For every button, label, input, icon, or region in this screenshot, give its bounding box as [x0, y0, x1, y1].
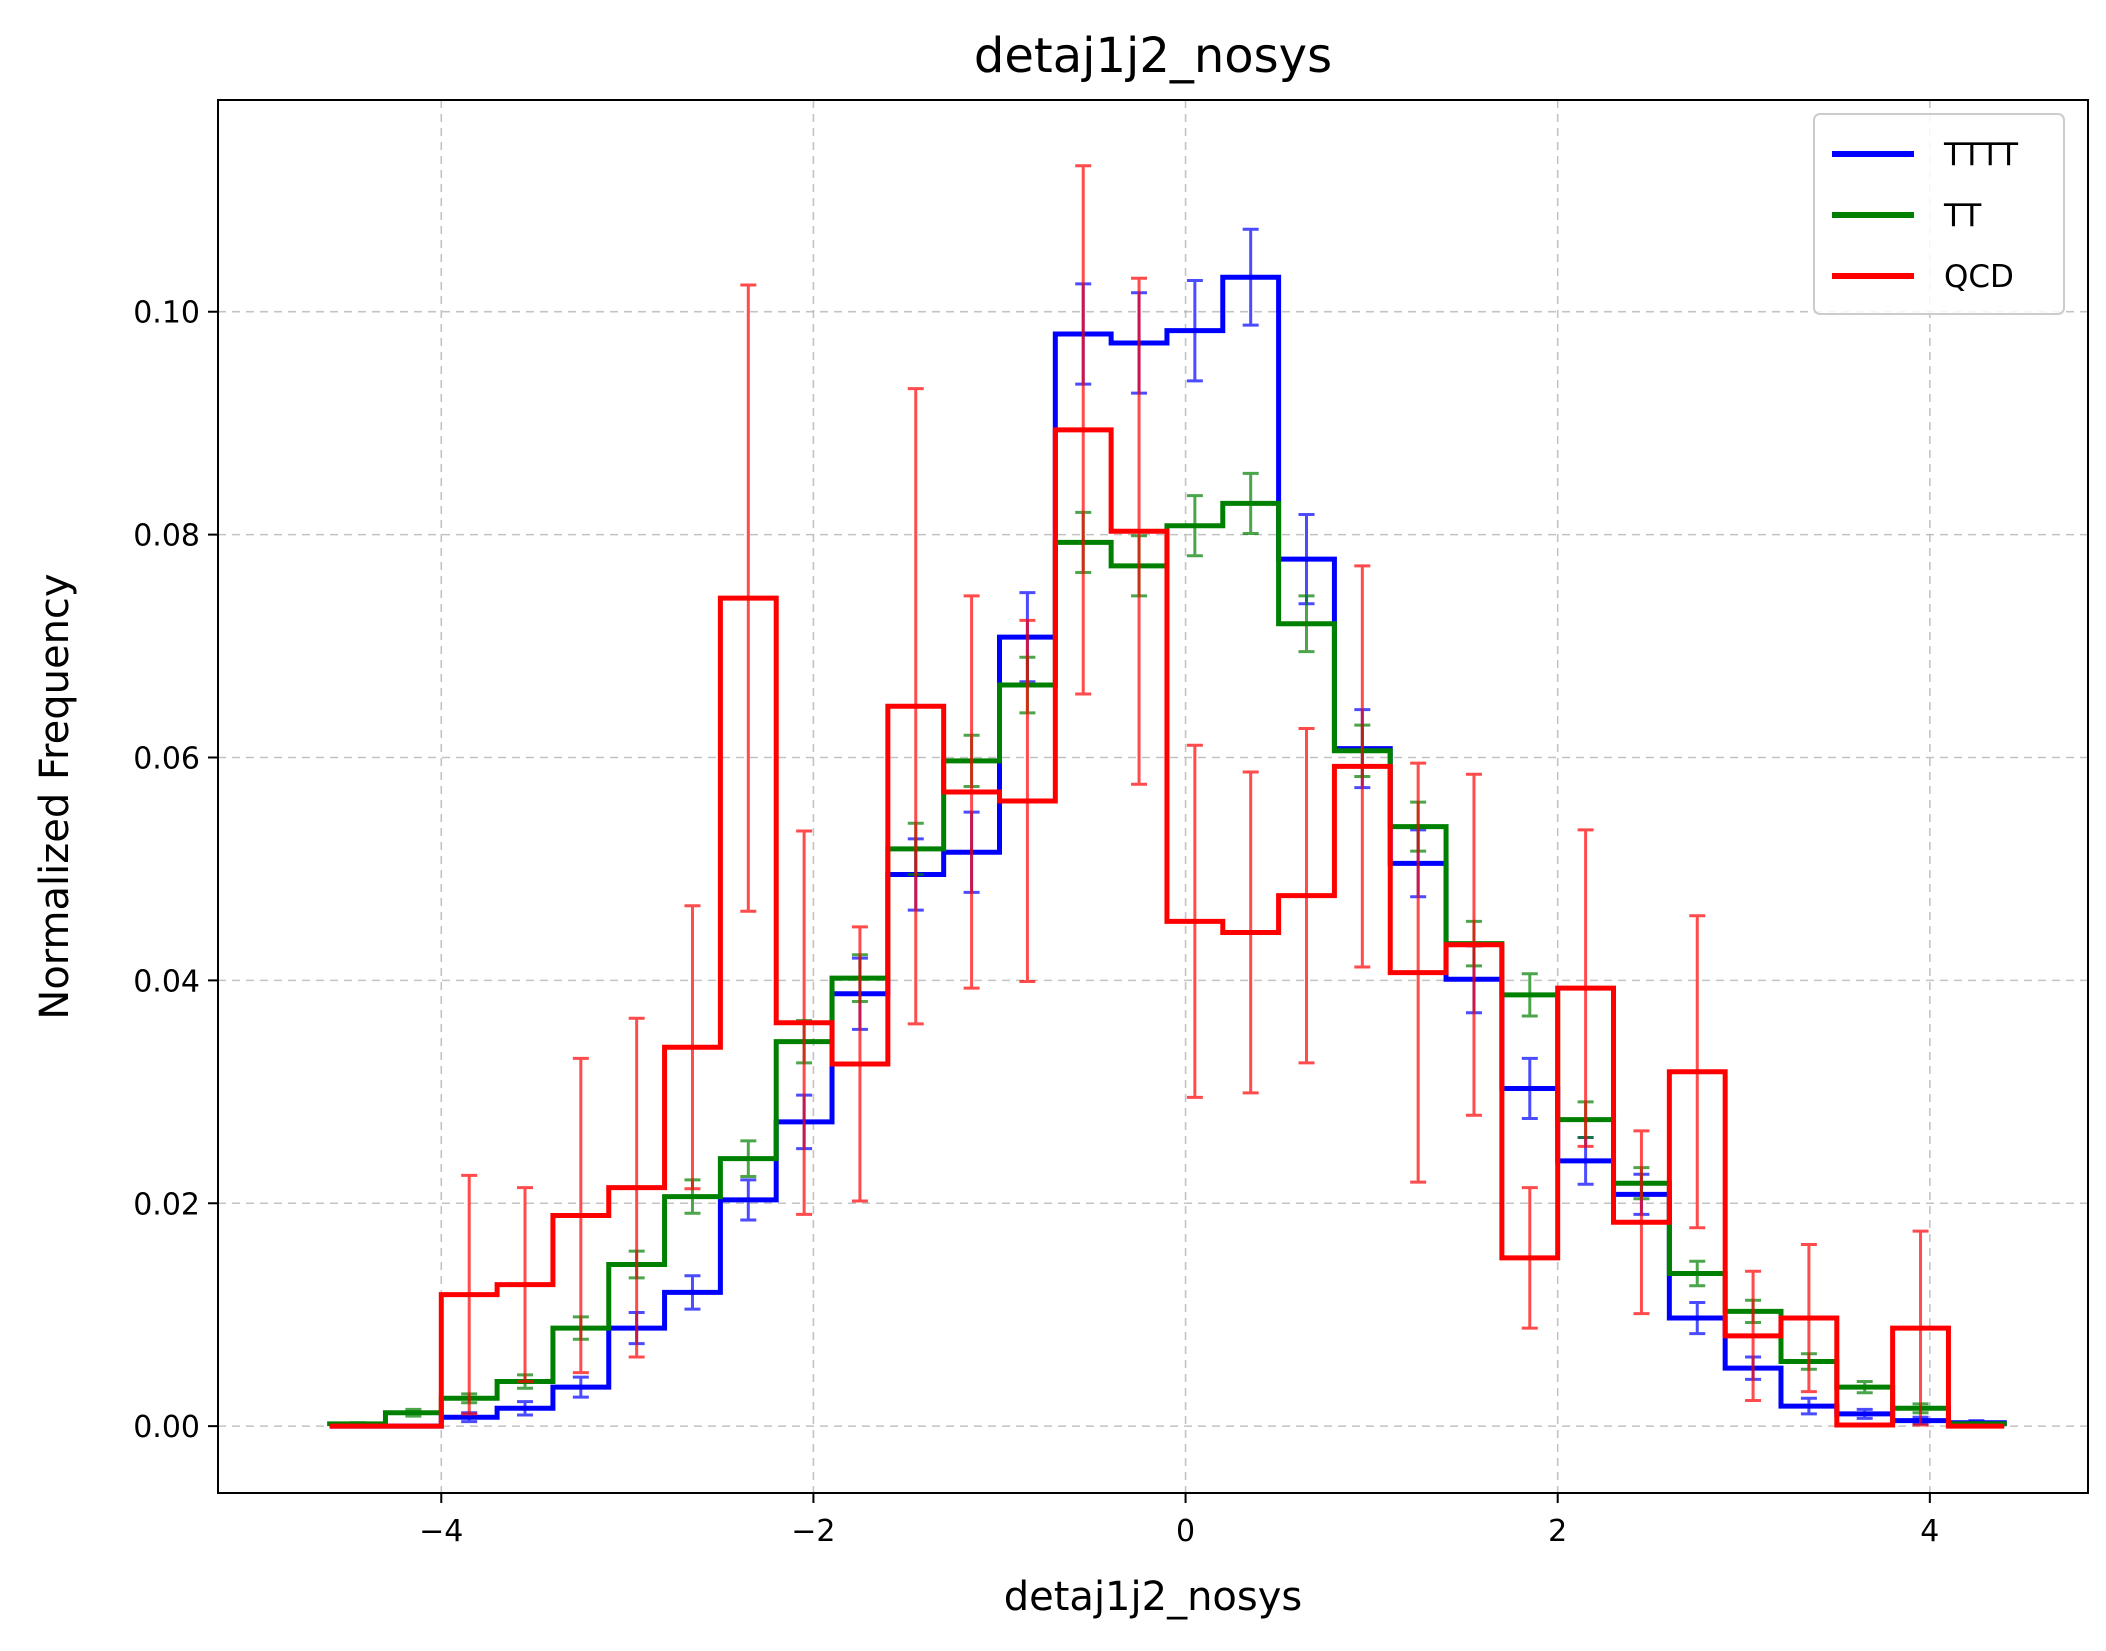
error-bar [1856, 1380, 1873, 1395]
error-bar [1465, 772, 1482, 1117]
y-tick-label: 0.02 [133, 1187, 200, 1222]
y-tick-label: 0.04 [133, 964, 200, 999]
error-bar [1131, 276, 1148, 786]
error-bar [461, 1173, 478, 1416]
y-tick-label: 0.10 [133, 296, 200, 331]
x-axis-label: detaj1j2_nosys [1004, 1574, 1303, 1620]
error-bar [1019, 618, 1036, 983]
error-bar [963, 594, 980, 990]
error-bar [1242, 471, 1259, 536]
error-bar [851, 925, 868, 1203]
error-bar [1633, 1129, 1650, 1316]
error-bar [517, 1400, 534, 1417]
y-tick-label: 0.06 [133, 741, 200, 776]
error-bar [1354, 564, 1371, 969]
error-bar [1800, 1396, 1817, 1416]
x-tick-label: −4 [419, 1514, 463, 1549]
error-bar [1410, 761, 1427, 1184]
y-tick-label: 0.08 [133, 519, 200, 554]
y-axis-label: Normalized Frequency [32, 573, 78, 1019]
error-bar [740, 1178, 757, 1222]
plot-frame [217, 99, 2089, 1494]
legend-label: QCD [1944, 259, 2014, 295]
error-bar [1298, 594, 1315, 654]
x-tick-label: −2 [791, 1514, 835, 1549]
x-tick-label: 4 [1920, 1514, 1939, 1549]
error-bar [628, 1016, 645, 1359]
plot-series [327, 164, 2007, 1429]
error-bar [1521, 1056, 1538, 1121]
error-bar [1856, 1407, 1873, 1420]
y-tick-label: 0.00 [133, 1410, 200, 1445]
error-bar [572, 1375, 589, 1399]
error-bar [1912, 1229, 1929, 1427]
error-bar [684, 1274, 701, 1311]
error-bar [1521, 1186, 1538, 1330]
error-bar [1689, 1300, 1706, 1336]
error-bar [1800, 1242, 1817, 1394]
chart-title: detaj1j2_nosys [974, 28, 1332, 84]
error-bar [1577, 828, 1594, 1148]
error-bar [1521, 972, 1538, 1018]
histogram-step-line [329, 427, 2005, 1429]
x-tick-label: 2 [1548, 1514, 1567, 1549]
error-bar [1689, 914, 1706, 1230]
error-bar [1242, 770, 1259, 1095]
error-bar [1186, 494, 1203, 558]
series-qcd [329, 164, 2005, 1429]
error-bar [405, 1407, 422, 1418]
error-bar [1186, 743, 1203, 1099]
error-bar [1242, 227, 1259, 327]
error-bar [740, 1139, 757, 1179]
error-bar [796, 829, 813, 1216]
legend-box [1813, 113, 2065, 315]
error-bar [1186, 279, 1203, 383]
x-tick-label: 0 [1176, 1514, 1195, 1549]
axis-ticks: −4 −2 0 2 4 0.00 0.02 0.04 0.06 0.08 0.10 [133, 296, 1939, 1549]
error-bar [1745, 1269, 1762, 1403]
legend-label: TTTT [1943, 137, 2019, 173]
error-bar [684, 904, 701, 1191]
error-bar [1298, 727, 1315, 1065]
error-bar [517, 1186, 534, 1384]
error-bar [740, 283, 757, 913]
error-bar [1075, 164, 1092, 696]
legend-label: TT [1943, 198, 1982, 234]
error-bar [907, 387, 924, 1026]
grid [218, 100, 2088, 1493]
error-bar [572, 1056, 589, 1375]
error-bar [1689, 1259, 1706, 1288]
